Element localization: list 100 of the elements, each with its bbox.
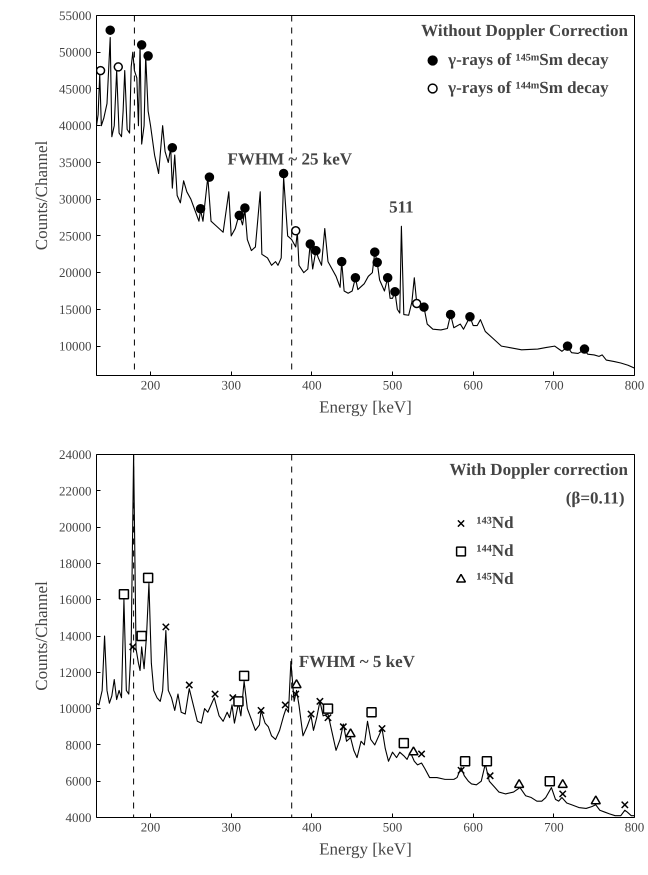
y-tick-label: 50000 [59,44,92,60]
y-tick-label: 35000 [59,154,92,170]
point [324,714,332,722]
point [238,670,250,682]
point [196,204,206,214]
point [336,256,346,266]
x-axis-title: Energy [keV] [319,840,412,858]
annotation: 511 [389,197,414,216]
legend-title: Without Doppler Correction [421,21,628,41]
point [96,66,106,76]
point [136,40,146,50]
point [372,258,382,268]
y-axis-title: Counts/Channel [32,580,51,691]
y-tick-label: 24000 [59,447,92,462]
legend-label: γ-rays of ¹⁴⁵ᵐSm decay [448,50,609,70]
point [446,310,456,320]
point [162,622,170,631]
x-tick-label: 800 [624,820,644,834]
point [306,239,315,249]
y-tick-label: 40000 [59,118,92,134]
point [562,341,572,351]
x-tick-label: 400 [302,820,322,834]
point [544,776,556,786]
x-tick-label: 600 [463,820,483,834]
annotation: FWHM ~ 5 keV [298,652,416,671]
point [350,273,360,283]
point [465,312,475,322]
y-tick-label: 30000 [59,192,92,207]
y-tick-label: 8000 [66,737,92,752]
point [345,728,356,738]
point [233,696,244,707]
point [366,706,377,718]
x-axis-title: Energy [keV] [319,398,412,416]
point [292,690,300,698]
point [486,772,494,780]
point [482,756,492,766]
point [105,25,115,35]
x-tick-label: 200 [140,378,160,392]
point [558,790,567,798]
annotation: FWHM ~ 25 keV [228,150,353,168]
point [514,778,524,788]
point [460,756,470,766]
point [412,298,422,308]
point [398,738,410,748]
point [339,722,348,731]
legend-label: ¹⁴³Nd [476,513,514,533]
x-tick-label: 300 [221,378,241,392]
x-tick-label: 500 [382,820,402,834]
y-tick-label: 55000 [59,8,92,23]
point [590,795,602,805]
point [418,750,426,758]
point [240,203,250,213]
legend-title: With Doppler correction [450,460,628,480]
y-tick-label: 10000 [59,701,92,716]
point [114,62,124,72]
point [118,589,130,600]
point [234,210,244,220]
point [204,172,214,182]
y-tick-label: 22000 [59,483,92,498]
point [620,800,629,809]
point [228,694,237,702]
point [291,679,302,688]
y-tick-label: 20000 [59,265,92,280]
y-axis-title: Counts/Channel [32,140,51,250]
legend-label: ¹⁴⁵Nd [476,569,514,589]
y-tick-label: 20000 [59,520,92,535]
point [307,710,315,718]
y-tick-label: 4000 [66,810,92,825]
x-tick-label: 600 [463,378,483,392]
point [419,302,429,312]
x-tick-label: 800 [624,378,644,392]
y-tick-label: 15000 [59,302,92,317]
point [378,724,386,732]
point [281,701,290,709]
point [382,273,392,283]
point [211,690,219,698]
point [136,630,147,642]
point [142,572,154,584]
point [278,168,288,178]
y-tick-label: 14000 [59,628,92,644]
point [316,697,324,706]
point [580,344,590,354]
point [128,642,137,651]
point [311,246,321,256]
point [390,287,400,296]
x-tick-label: 300 [221,820,241,834]
point [143,51,153,61]
point [322,703,334,714]
point [457,766,466,774]
point [557,778,568,788]
y-tick-label: 10000 [59,338,92,354]
y-tick-label: 6000 [66,774,92,789]
y-tick-label: 18000 [59,556,92,571]
point [290,226,300,236]
legend-label: γ-rays of ¹⁴⁴ᵐSm decay [448,78,609,98]
point [257,706,265,714]
point [408,746,419,756]
point [370,247,380,257]
x-tick-label: 200 [140,820,160,834]
y-tick-label: 16000 [59,592,92,608]
